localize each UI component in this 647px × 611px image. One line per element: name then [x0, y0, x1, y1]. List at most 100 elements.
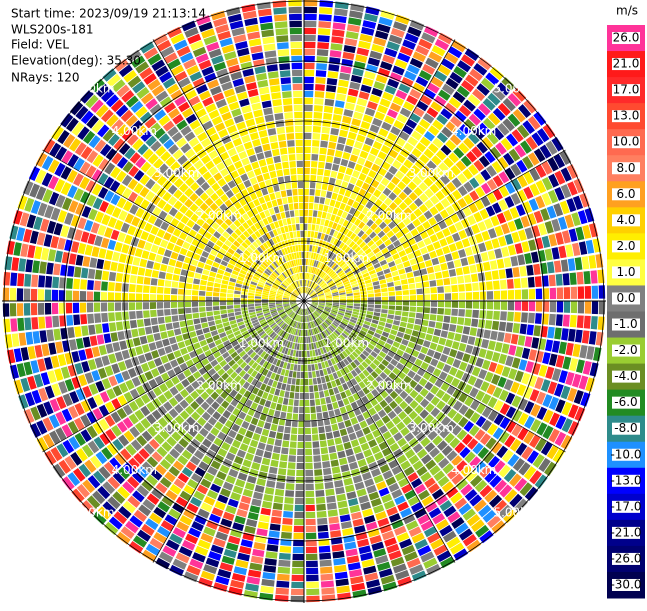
- radar-gate: [132, 490, 145, 503]
- radar-gate: [341, 320, 348, 326]
- radar-gate: [318, 304, 325, 307]
- radar-gate: [325, 337, 331, 344]
- radar-gate: [419, 193, 429, 203]
- radar-gate: [294, 111, 303, 119]
- radar-gate: [48, 191, 60, 206]
- radar-gate: [168, 336, 177, 345]
- radar-gate: [392, 186, 402, 196]
- radar-gate: [311, 301, 319, 304]
- radar-gate: [315, 341, 320, 349]
- radar-gate: [189, 331, 197, 338]
- radar-gate: [325, 328, 331, 335]
- radar-gate: [200, 137, 212, 148]
- radar-gate: [463, 194, 474, 205]
- radar-gate: [281, 256, 287, 263]
- radar-gate: [160, 520, 174, 532]
- radar-gate: [311, 224, 316, 231]
- radar-gate: [323, 234, 329, 242]
- radar-gate: [241, 3, 256, 13]
- radar-gate: [498, 504, 513, 519]
- radar-gate: [295, 336, 299, 343]
- radar-gate: [140, 418, 151, 429]
- radar-gate: [284, 369, 290, 377]
- radar-gate: [124, 147, 136, 160]
- radar-gate: [436, 279, 444, 286]
- radar-gate: [40, 218, 50, 232]
- radar-gate: [136, 319, 144, 328]
- radar-gate: [399, 321, 407, 328]
- radar-gate: [275, 403, 282, 411]
- radar-gate: [86, 495, 101, 510]
- radar-gate: [395, 362, 404, 371]
- radar-gate: [140, 362, 150, 373]
- radar-gate: [522, 120, 536, 135]
- radar-gate: [342, 152, 351, 160]
- radar-gate: [317, 168, 324, 176]
- radar-gate: [331, 222, 338, 230]
- radar-gate: [121, 370, 131, 381]
- radar-gate: [389, 390, 399, 400]
- radar-gate: [511, 409, 523, 422]
- radar-gate: [381, 309, 388, 314]
- radar-gate: [519, 323, 527, 335]
- radar-gate: [412, 443, 424, 454]
- radar-gate: [127, 476, 140, 489]
- radar-gate: [514, 498, 528, 513]
- radar-gate: [438, 220, 448, 230]
- radar-gate: [335, 393, 342, 401]
- radar-gate: [564, 214, 575, 229]
- radar-gate: [505, 406, 517, 419]
- radar-gate: [549, 412, 560, 427]
- radar-gate: [251, 102, 262, 111]
- radar-gate: [404, 385, 413, 394]
- radar-gate: [319, 281, 325, 287]
- radar-gate: [401, 483, 413, 494]
- radar-gate: [298, 308, 302, 315]
- radar-gate: [343, 330, 350, 337]
- radar-gate: [146, 334, 155, 343]
- radar-gate: [422, 63, 436, 75]
- radar-gate: [323, 112, 333, 121]
- radar-gate: [309, 289, 314, 296]
- radar-gate: [300, 279, 303, 287]
- radar-gate: [74, 402, 85, 416]
- radar-gate: [398, 477, 410, 488]
- radar-gate: [304, 34, 316, 42]
- radar-gate: [296, 329, 300, 336]
- radar-gate: [81, 500, 96, 514]
- radar-gate: [356, 398, 364, 407]
- radar-gate: [304, 27, 317, 35]
- radar-gate: [400, 507, 413, 518]
- radar-gate: [357, 262, 365, 269]
- radar-gate: [521, 446, 534, 460]
- radar-gate: [434, 95, 447, 107]
- radar-gate: [181, 421, 191, 432]
- radar-gate: [326, 432, 334, 440]
- radar-gate: [403, 196, 413, 206]
- radar-gate: [362, 114, 373, 124]
- radar-gate: [321, 256, 326, 263]
- radar-gate: [444, 301, 452, 308]
- radar-gate: [577, 210, 588, 225]
- radar-gate: [554, 327, 562, 340]
- radar-gate: [351, 147, 361, 156]
- radar-gate: [144, 268, 153, 277]
- radar-gate: [335, 224, 342, 232]
- radar-gate: [224, 239, 233, 247]
- radar-gate: [212, 301, 220, 306]
- radar-gate: [274, 374, 280, 382]
- radar-gate: [24, 317, 32, 331]
- radar-gate: [241, 420, 250, 430]
- radar-gate: [392, 65, 405, 76]
- radar-gate: [323, 257, 329, 264]
- radar-gate: [196, 217, 205, 227]
- radar-gate: [127, 75, 142, 89]
- radar-gate: [290, 385, 296, 392]
- radar-gate: [285, 290, 291, 295]
- radar-gate: [276, 475, 286, 483]
- radar-gate: [177, 455, 189, 466]
- radar-gate: [144, 352, 153, 362]
- radar-gate: [155, 65, 169, 78]
- radar-gate: [128, 347, 137, 358]
- radar-gate: [55, 341, 64, 354]
